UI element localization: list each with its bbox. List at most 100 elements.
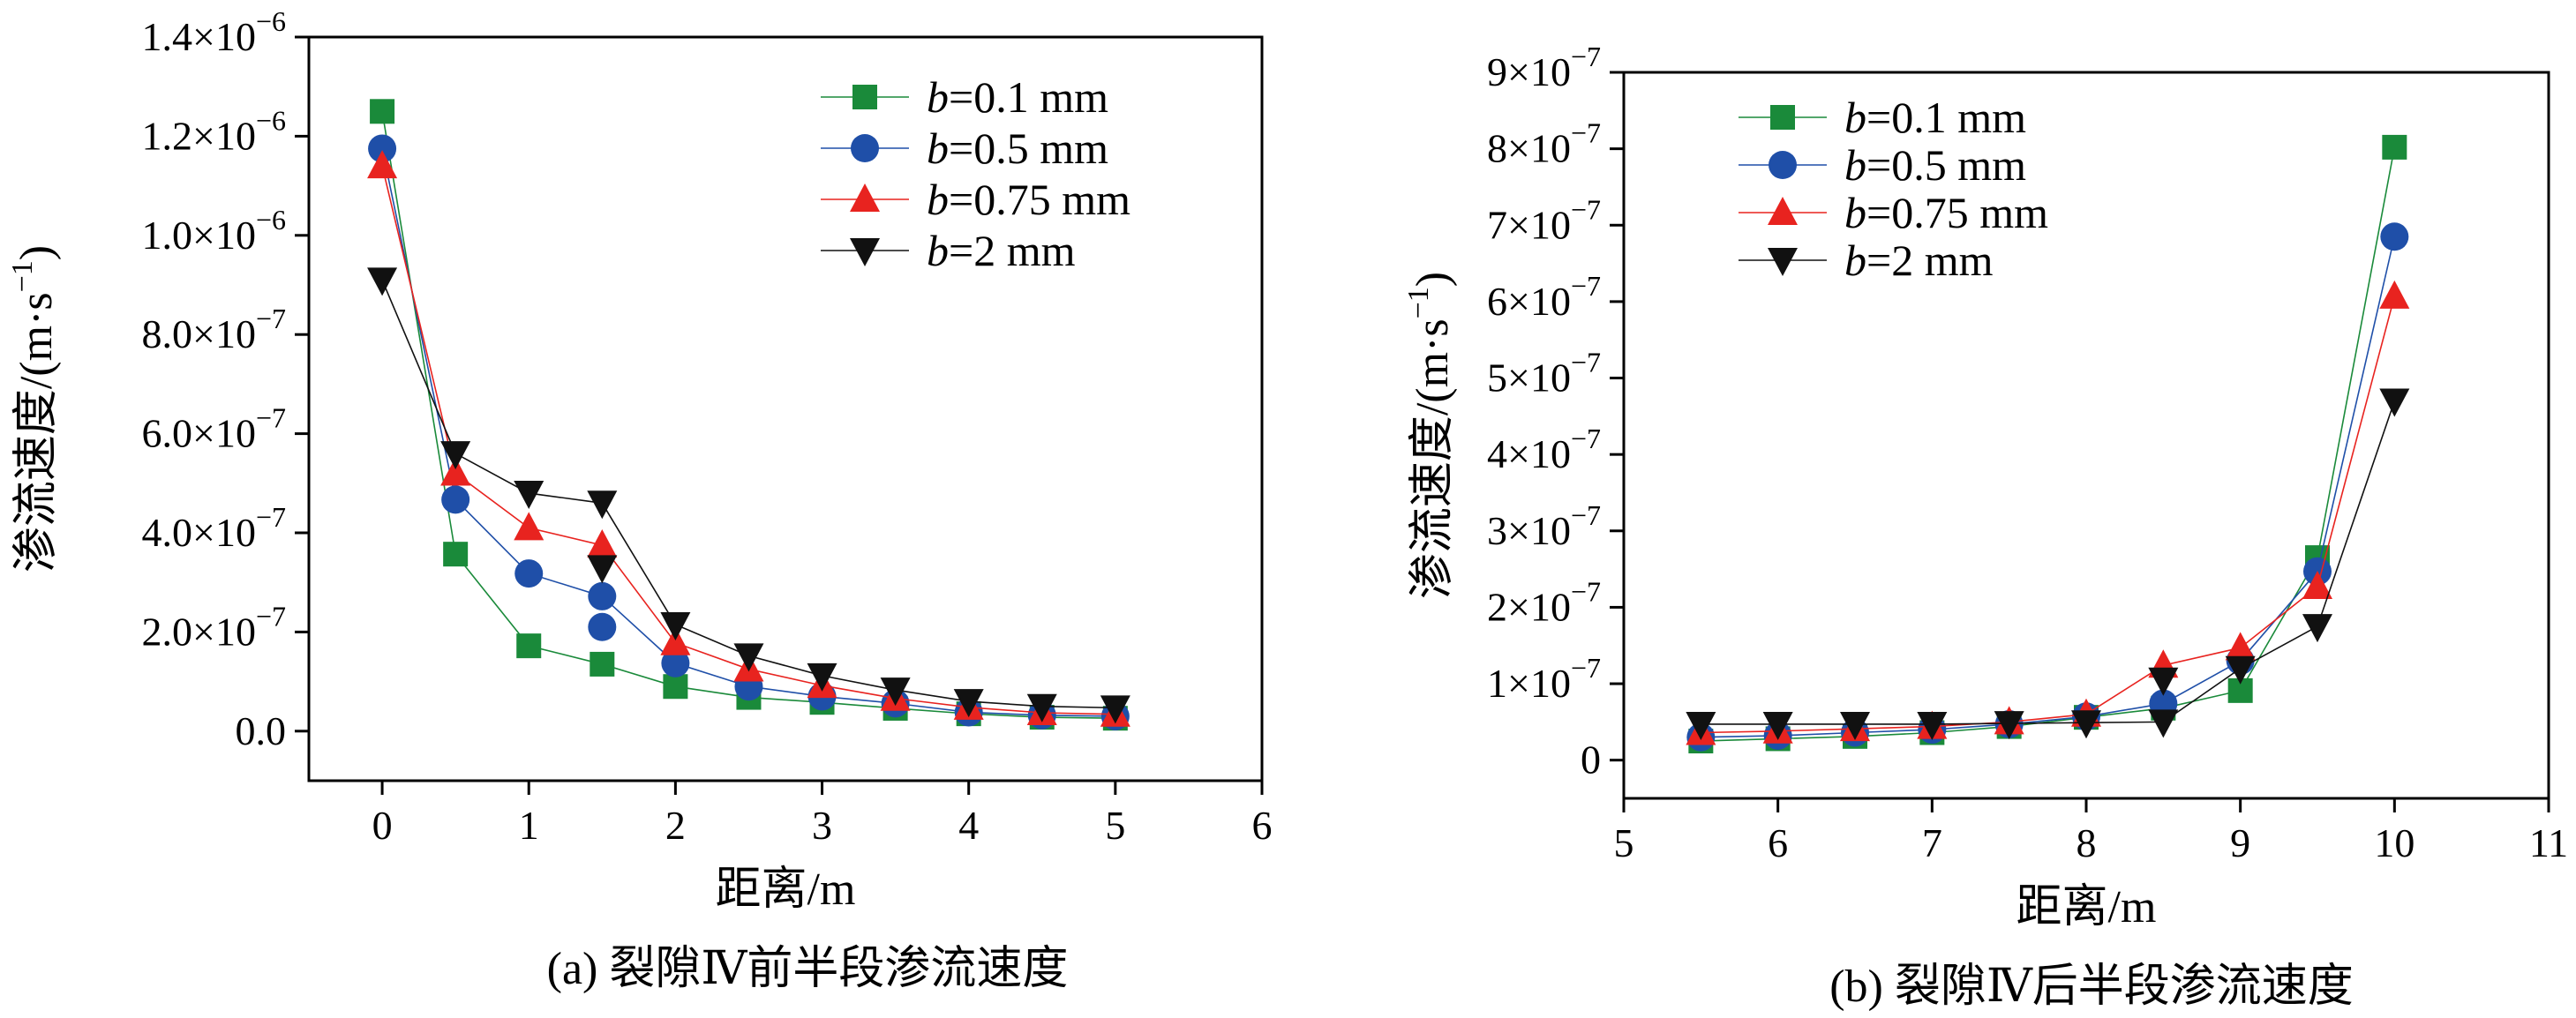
- data-point-b05: [661, 648, 690, 677]
- y-tick-mantissa: 2×10: [1487, 584, 1571, 629]
- data-point-b075: [2225, 632, 2256, 661]
- legend-label-prefix: b: [1844, 236, 1866, 285]
- data-point-b2: [1917, 711, 1948, 740]
- data-point-b2: [660, 611, 691, 640]
- x-tick-label: 0: [372, 803, 393, 848]
- y-tick-exponent: −7: [1571, 499, 1601, 531]
- legend-label-suffix: =0.1 mm: [1866, 93, 2026, 142]
- data-point-b2: [1100, 695, 1130, 724]
- legend-label: b=0.5 mm: [1844, 140, 2026, 190]
- y-tick-label: 8×10−7: [1487, 117, 1601, 171]
- y-tick-exponent: −7: [256, 402, 286, 434]
- data-point-b2: [440, 441, 471, 470]
- y-tick-label: 7×10−7: [1487, 193, 1601, 247]
- figure-caption: (b) 裂隙Ⅳ后半段渗流速度: [1829, 962, 2354, 1012]
- legend-label-prefix: b: [1844, 140, 1866, 190]
- y-tick-label: 8.0×10−7: [142, 303, 287, 356]
- y-tick-label: 0: [1581, 737, 1601, 782]
- series-line-b01: [1701, 146, 2396, 742]
- figure-caption: (a) 裂隙Ⅳ前半段渗流速度: [547, 944, 1069, 994]
- data-point-b01: [590, 651, 615, 677]
- y-tick-mantissa: 1.2×10: [142, 113, 256, 158]
- y-tick-mantissa: 8.0×10: [142, 311, 256, 356]
- y-tick-mantissa: 4×10: [1487, 431, 1571, 476]
- data-point-b075: [514, 512, 544, 541]
- data-point-b2: [2148, 709, 2179, 738]
- legend-marker: [850, 183, 880, 212]
- y-tick-mantissa: 0: [1581, 737, 1601, 782]
- y-tick-exponent: −7: [1571, 193, 1601, 225]
- y-tick-exponent: −6: [256, 5, 286, 37]
- series-line-b2: [1701, 400, 2396, 725]
- y-tick-exponent: −7: [1571, 423, 1601, 454]
- legend-label-prefix: b: [927, 175, 949, 224]
- legend-label-prefix: b: [1844, 93, 1866, 142]
- y-tick-mantissa: 3×10: [1487, 508, 1571, 553]
- x-tick-label: 1: [519, 803, 539, 848]
- y-tick-mantissa: 4.0×10: [142, 510, 256, 555]
- chart-b: 5 6 7 8 9 10 1101×10−72×10−73×10−74×10−75×10−7…: [1402, 41, 2568, 1012]
- data-point-b05: [588, 612, 617, 641]
- y-tick-label: 0.0: [236, 708, 287, 753]
- y-tick-mantissa: 2.0×10: [142, 609, 256, 654]
- legend-label-prefix: b: [927, 124, 949, 173]
- y-tick-label: 4.0×10−7: [142, 501, 287, 555]
- legend-label-prefix: b: [927, 72, 949, 122]
- y-tick-mantissa: 1.4×10: [142, 14, 256, 59]
- x-tick-label: 8: [2077, 820, 2097, 865]
- data-point-b2: [2379, 388, 2410, 417]
- legend-marker: [1769, 151, 1797, 179]
- y-tick-label: 5×10−7: [1487, 347, 1601, 400]
- y-tick-label: 4×10−7: [1487, 423, 1601, 476]
- data-point-b2: [1686, 711, 1716, 740]
- y-tick-exponent: −6: [256, 104, 286, 136]
- y-tick-label: 3×10−7: [1487, 499, 1601, 553]
- y-tick-exponent: −7: [1571, 347, 1601, 378]
- legend-label: b=2 mm: [1844, 236, 1994, 285]
- data-point-b075: [367, 150, 398, 179]
- data-point-b05: [514, 559, 544, 588]
- legend-marker: [1768, 248, 1798, 276]
- legend-label: b=0.5 mm: [927, 124, 1108, 173]
- data-point-b075: [587, 529, 618, 558]
- x-tick-label: 10: [2374, 820, 2415, 865]
- data-point-b2: [587, 490, 618, 520]
- y-tick-mantissa: 6×10: [1487, 279, 1571, 324]
- y-axis-label: 渗流速度/(m·s−1): [1402, 272, 1458, 599]
- plot-frame: [307, 35, 1264, 782]
- data-point-b2: [2302, 614, 2332, 643]
- y-tick-label: 1.0×10−6: [142, 204, 287, 258]
- data-point-b2: [1762, 711, 1793, 740]
- x-tick-label: 4: [958, 803, 979, 848]
- legend-label: b=0.75 mm: [1844, 188, 2048, 237]
- data-point-b2: [2225, 655, 2256, 685]
- x-tick-label: 7: [1922, 820, 1942, 865]
- legend-marker: [851, 134, 879, 162]
- data-point-b01: [370, 99, 395, 124]
- data-point-b2: [880, 677, 911, 707]
- y-tick-label: 1.2×10−6: [142, 104, 287, 158]
- y-axis-label-main: 渗流速度/(m·s: [11, 292, 62, 573]
- y-tick-mantissa: 1.0×10: [142, 213, 256, 258]
- data-point-b01: [443, 542, 469, 567]
- y-tick-exponent: −7: [1571, 575, 1601, 607]
- x-tick-label: 6: [1252, 803, 1273, 848]
- data-point-b05: [368, 134, 397, 163]
- y-axis-label-main: 渗流速度/(m·s: [1408, 318, 1458, 599]
- y-tick-mantissa: 0.0: [236, 708, 287, 753]
- data-point-b075: [660, 626, 691, 655]
- y-tick-exponent: −7: [1571, 652, 1601, 684]
- chart-a: 0 1 2 3 4 5 60.02.0×10−74.0×10−76.0×10−78.0×10…: [6, 5, 1273, 994]
- y-tick-label: 9×10−7: [1487, 41, 1601, 94]
- data-point-b2: [953, 689, 984, 718]
- y-tick-mantissa: 9×10: [1487, 49, 1571, 94]
- data-point-b075: [2379, 280, 2410, 309]
- legend-label-prefix: b: [1844, 188, 1866, 237]
- legend-label: b=0.1 mm: [927, 72, 1108, 122]
- y-tick-exponent: −7: [1571, 270, 1601, 302]
- y-tick-label: 6.0×10−7: [142, 402, 287, 456]
- legend-label: b=0.1 mm: [1844, 93, 2026, 142]
- data-point-b05: [588, 581, 617, 610]
- y-axis-label-close: ): [1408, 272, 1458, 287]
